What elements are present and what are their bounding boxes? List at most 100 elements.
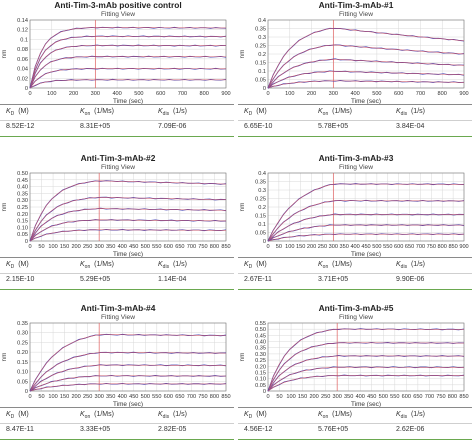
kinetics-table: KD (M) Kon (1/Ms) Kdis (1/s) 6.65E-10 5.… [238,104,472,137]
y-tick-label: 0.05 [255,231,266,237]
x-tick-label: 0 [28,91,31,97]
x-tick-label: 0 [28,244,31,250]
series-data-line [29,382,227,392]
plot-frame [267,322,465,392]
header-kon: Kon (1/Ms) [318,108,352,117]
x-tick-label: 0 [266,91,269,97]
k-subscript: dis [400,264,408,270]
kinetics-table-header: KD (M) Kon (1/Ms) Kdis (1/s) [0,258,234,274]
series-fit-line [267,328,465,392]
k-subscript: dis [162,111,170,117]
x-tick-label: 300 [95,244,104,250]
y-tick-label: 0.14 [17,18,28,24]
series-data-line [267,80,465,89]
k-subscript: dis [400,111,408,117]
x-tick-label: 550 [390,394,399,400]
k-subscript: D [10,264,15,270]
kinetics-table: KD (M) Kon (1/Ms) Kdis (1/s) 2.15E-10 5.… [0,257,234,290]
y-axis-label: nm [1,353,8,362]
unit-label: (M) [18,261,29,268]
series-fit-line [267,366,465,392]
chart-subtitle: Fitting View [339,164,373,171]
series-fit-line [267,214,464,242]
y-tick-label: 0.1 [258,222,266,228]
series-fit-line [267,44,465,89]
x-tick-label: 500 [134,91,143,97]
plot-frame [267,172,465,242]
y-tick-label: 0.05 [255,383,266,389]
k-subscript: on [322,111,329,117]
y-tick-label: 0.45 [17,178,28,184]
x-tick-label: 650 [413,394,422,400]
x-tick-label: 100 [47,91,56,97]
k-symbol: K [318,261,323,268]
kinetics-table: KD (M) Kon (1/Ms) Kdis (1/s) 2.67E-11 3.… [238,257,472,290]
series-data-line [29,228,227,242]
y-tick-label: 0.30 [17,331,28,337]
unit-label: (M) [256,411,267,418]
k-symbol: K [244,411,249,418]
series-data-line [29,55,227,89]
kinetics-table-values: 4.56E-12 5.76E+05 2.62E-06 [238,423,472,438]
x-tick-label: 50 [38,394,44,400]
chart-subtitle: Fitting View [101,164,135,171]
kinetics-plot: 0 0.05 0.1 0.15 0.2 0.25 0.3 0.35 0.4 0 50 100 150 20… [239,171,469,258]
x-tick-label: 450 [129,394,138,400]
y-tick-label: 0.05 [17,379,28,385]
y-tick-label: 0 [25,239,28,245]
x-tick-label: 800 [438,244,447,250]
header-kd: KD (M) [6,411,29,420]
series-fit-line [29,27,227,89]
x-tick-label: 700 [187,394,196,400]
k-subscript: D [248,111,253,117]
y-tick-label: 0.3 [258,35,266,41]
y-tick-label: 0 [263,239,266,245]
y-tick-label: 0 [263,86,266,92]
k-subscript: on [322,264,329,270]
series-data-line [267,374,465,392]
kinetics-plot: 00.050.100.150.200.250.300.350.400.450.5… [1,171,231,258]
header-kd: KD (M) [6,108,29,117]
x-tick-label: 100 [285,244,294,250]
x-tick-label: 800 [200,91,209,97]
series-fit-line [29,352,227,392]
header-kdis: Kdis (1/s) [158,108,187,117]
y-axis-label: nm [239,353,246,362]
x-tick-label: 0 [28,394,31,400]
unit-label: (M) [18,108,29,115]
x-tick-label: 350 [106,394,115,400]
kinetics-table-header: KD (M) Kon (1/Ms) Kdis (1/s) [0,105,234,121]
y-tick-label: 0.15 [255,370,266,376]
k-subscript: dis [162,414,170,420]
y-tick-label: 0.25 [255,197,266,203]
k-symbol: K [6,411,11,418]
k-subscript: dis [162,264,170,270]
y-tick-label: 0.40 [255,340,266,346]
x-tick-label: 600 [164,244,173,250]
unit-label: (1/Ms) [94,108,114,115]
k-subscript: on [322,414,329,420]
y-tick-label: 0.20 [255,364,266,370]
x-tick-label: 650 [175,244,184,250]
y-tick-label: 0.50 [17,171,28,177]
series-fit-line [267,27,465,89]
series-data-line [29,207,227,242]
k-symbol: K [244,108,249,115]
kd-value: 8.47E-11 [6,426,34,433]
x-tick-label: 800 [210,394,219,400]
x-tick-label: 850 [221,394,230,400]
kon-value: 3.33E+05 [80,426,111,433]
kinetics-plot: 0 0.05 0.10 0.15 0.20 0.25 0.30 0.35 0 50 100 150 20… [1,321,231,408]
series-fit-line [267,233,464,242]
x-tick-label: 900 [221,91,230,97]
x-tick-label: 150 [60,394,69,400]
y-tick-label: 0.20 [17,350,28,356]
k-symbol: K [6,108,11,115]
plot-frame [29,172,227,242]
x-tick-label: 150 [296,244,305,250]
header-kon: Kon (1/Ms) [318,411,352,420]
y-tick-label: 0.50 [255,327,266,333]
x-tick-label: 100 [48,244,57,250]
y-tick-label: 0.3 [258,188,266,194]
kdis-value: 3.84E-04 [396,123,425,130]
